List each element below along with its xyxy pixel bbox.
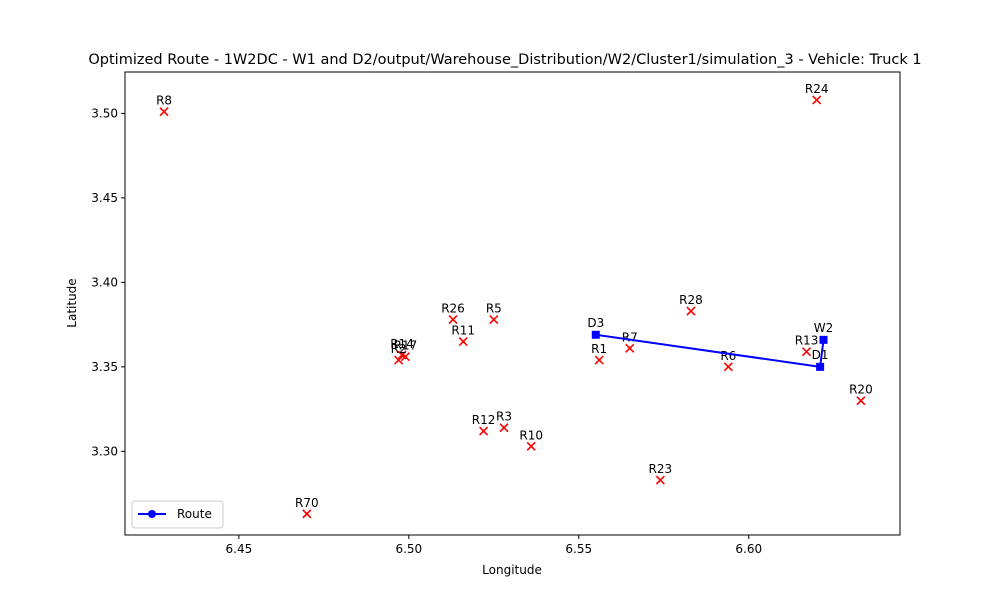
- chart-title: Optimized Route - 1W2DC - W1 and D2/outp…: [88, 52, 921, 68]
- legend-route-marker: [148, 510, 156, 518]
- point-label: R26: [441, 302, 465, 316]
- point-r7: [625, 343, 635, 353]
- point-r1: [594, 355, 604, 365]
- point-label: R28: [679, 293, 703, 307]
- point-r12: [479, 426, 489, 436]
- point-label: R5: [486, 302, 502, 316]
- point-r3: [499, 423, 509, 433]
- point-r5: [489, 314, 499, 325]
- y-axis: 3.30 3.35 3.40 3.45 3.50: [91, 106, 125, 458]
- x-tick-label: 6.60: [735, 542, 762, 556]
- y-axis-label: Latitude: [65, 278, 79, 327]
- point-r23: [655, 475, 665, 485]
- y-tick-label: 3.45: [91, 191, 118, 205]
- point-r20: [856, 396, 866, 406]
- point-label: R12: [472, 413, 496, 427]
- point-r8: [159, 107, 169, 117]
- route-stop-label: D3: [587, 316, 604, 330]
- point-label: R13: [795, 334, 819, 348]
- point-label: R23: [649, 462, 673, 476]
- point-r17: [400, 352, 410, 362]
- x-tick-label: 6.45: [226, 542, 253, 556]
- point-r6: [723, 362, 733, 372]
- route-stop-label: D1: [812, 348, 829, 362]
- point-r70: [302, 509, 312, 519]
- point-label: R2: [391, 342, 407, 356]
- y-tick-label: 3.40: [91, 275, 118, 289]
- point-r26: [448, 314, 458, 325]
- point-label: R6: [720, 349, 736, 363]
- route-stop-label: W2: [814, 321, 834, 335]
- y-tick-label: 3.50: [91, 106, 118, 120]
- point-label: R7: [622, 330, 638, 344]
- y-tick-label: 3.30: [91, 444, 118, 458]
- y-tick-label: 3.35: [91, 360, 118, 374]
- point-r28: [686, 306, 696, 316]
- point-r24: [812, 95, 822, 105]
- point-label: R1: [591, 342, 607, 356]
- route-stop-d3: [591, 330, 600, 339]
- point-label: R17: [394, 339, 418, 353]
- legend-route-label: Route: [177, 507, 212, 521]
- point-r10: [526, 441, 536, 451]
- route-stop-w2: [819, 335, 828, 344]
- point-label: R10: [519, 428, 543, 442]
- legend-box: [131, 500, 224, 529]
- point-label: R14: [390, 337, 414, 351]
- legend: Route: [131, 500, 224, 529]
- point-label: R11: [451, 324, 475, 338]
- point-label: R20: [849, 383, 873, 397]
- plot-frame: [124, 71, 901, 536]
- x-tick-label: 6.55: [565, 542, 592, 556]
- x-axis-label: Longitude: [482, 563, 542, 577]
- point-label: R70: [295, 496, 319, 510]
- route-stop-d1: [816, 362, 825, 371]
- point-label: R3: [496, 410, 512, 424]
- route-line: [595, 333, 825, 369]
- point-label: R24: [805, 82, 829, 96]
- point-r2: [394, 355, 404, 365]
- point-r13: [801, 347, 812, 357]
- point-r11: [458, 336, 468, 347]
- x-tick-label: 6.50: [395, 542, 422, 556]
- point-label: R8: [156, 94, 172, 108]
- x-axis: 6.45 6.50 6.55 6.60: [226, 535, 762, 556]
